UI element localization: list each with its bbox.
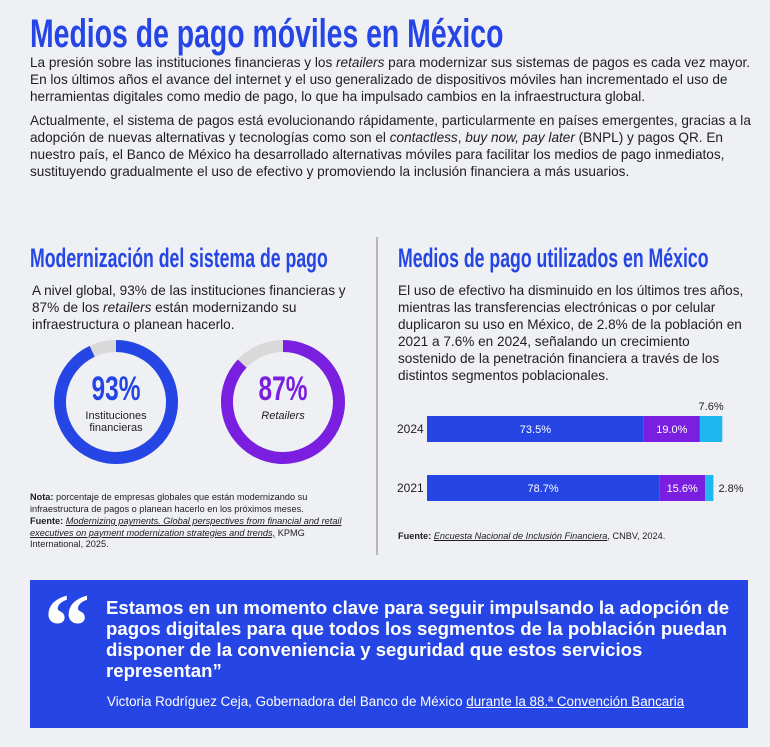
text-run: están modernizando su infraestructura o … (32, 300, 297, 332)
bar-segment (699, 416, 723, 442)
bar-segment (427, 416, 644, 442)
text-run: contactless (389, 130, 458, 145)
text-run: , CNBV, 2024. (607, 531, 666, 541)
text-run: Fuente: (30, 516, 64, 526)
value-label: 15.6% (667, 483, 698, 495)
paragraph: El uso de efectivo ha disminuido en los … (398, 282, 746, 384)
text-run: El uso de efectivo ha disminuido en los … (398, 283, 744, 383)
value-label: 19.0% (656, 424, 687, 436)
bar-segment (643, 416, 700, 442)
bar-chart: 2024 73.5% 19.0% 7.6% 2021 78.7% 15.6% 2.8% (397, 401, 744, 501)
value-label: 2.8% (718, 483, 743, 495)
section-heading: Modernización del sistema de pago (30, 243, 328, 273)
text-run: KPMG International, 2025. (30, 527, 305, 550)
text-run: Actualmente, el sistema de pagos está ev… (30, 113, 751, 145)
text-run: La presión sobre las instituciones finan… (30, 55, 337, 70)
paragraph: A nivel global, 93% de las instituciones… (32, 282, 347, 333)
text-run: retailers (103, 300, 152, 315)
value-label: 7.6% (699, 401, 724, 413)
quote-mark: “ (44, 575, 90, 677)
text-run: Fuente: (398, 531, 432, 541)
note: Nota: porcentaje de empresas globales qu… (30, 492, 345, 515)
source: Fuente: Modernizing payments. Global per… (30, 516, 345, 551)
bar-segment (659, 475, 706, 501)
text-run: (BNPL) y pagos QR. En nuestro país, el B… (30, 130, 725, 179)
y-tick-label: 2021 (397, 481, 424, 495)
text-run: para modernizar sus sistemas de pagos es… (30, 55, 751, 104)
source: Fuente: Encuesta Nacional de Inclusión F… (398, 531, 748, 543)
donut-value: 87% (259, 370, 308, 408)
text-run: Victoria Rodríguez Ceja, Gobernadora del… (107, 694, 467, 709)
page-title: Medios de pago móviles en México (30, 12, 504, 56)
value-label: 78.7% (527, 483, 558, 495)
text-run: Nota: (30, 492, 54, 502)
text-run: buy now, pay later (465, 130, 575, 145)
donut-label-text: Instituciones financieras (85, 410, 147, 434)
donut-label: Instituciones financieras (85, 410, 147, 434)
y-tick-label: 2024 (397, 422, 424, 436)
divider (376, 237, 378, 555)
quote-text: Estamos en un momento clave para seguir … (106, 597, 730, 681)
link[interactable]: Modernizing payments. Global perspective… (30, 516, 342, 538)
value-label: 73.5% (520, 424, 551, 436)
text-run: porcentaje de empresas globales que está… (30, 492, 308, 514)
bar-segment (705, 475, 714, 501)
text-run: retailers (336, 55, 385, 70)
donut-label-text: Retailers (261, 410, 305, 422)
bar-segment (427, 475, 660, 501)
quote-attribution: Victoria Rodríguez Ceja, Gobernadora del… (107, 694, 684, 709)
donut-value: 93% (92, 370, 141, 408)
donut-arc (221, 340, 345, 464)
section-heading: Medios de pago utilizados en México (398, 243, 709, 273)
text-run: A nivel global, 93% de las instituciones… (32, 283, 346, 315)
donut-label: Retailers (261, 410, 305, 422)
link[interactable]: durante la 88.ª Convención Bancaria (466, 694, 685, 709)
paragraph: Actualmente, el sistema de pagos está ev… (30, 112, 752, 180)
donut-charts: 93%Instituciones financieras 87% Retailers (54, 340, 345, 464)
quote-box: “ Estamos en un momento clave para segui… (30, 580, 748, 728)
intro: La presión sobre las instituciones finan… (30, 54, 752, 180)
paragraph: La presión sobre las instituciones finan… (30, 54, 752, 105)
donut-arc (54, 340, 178, 464)
text-run: , (457, 130, 466, 145)
link[interactable]: Encuesta Nacional de Inclusión Financier… (433, 531, 608, 541)
